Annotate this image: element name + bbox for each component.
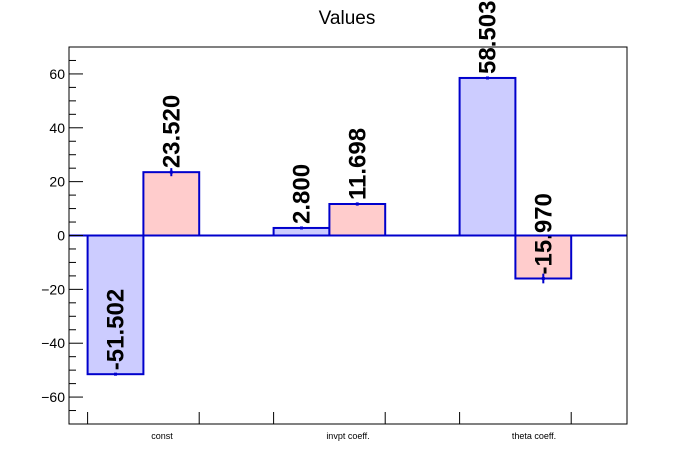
bar-label-s1-1: 2.800: [289, 164, 316, 224]
marker-s1-2: [486, 76, 489, 80]
y-tick-label: 20: [49, 174, 65, 190]
bar-label-s2-2: -15.970: [530, 193, 557, 274]
bar-label-s1-2: 58.503: [475, 1, 502, 74]
y-tick-label: 60: [49, 66, 65, 82]
chart-title: Values: [319, 8, 376, 29]
bar-label-s2-0: 23.520: [158, 95, 185, 168]
bar-s1-2: [458, 76, 517, 237]
x-category-label: invpt coeff.: [326, 431, 369, 441]
bar-s2-2: [514, 234, 573, 280]
x-category-label: theta coeff.: [512, 431, 556, 441]
axes-layer: −60 −40 −20 0 20 40 60 const invpt coeff. theta c…: [41, 46, 628, 441]
y-tick-label: 0: [57, 228, 65, 244]
bar-s2-1: [328, 202, 387, 237]
marker-s1-1: [300, 226, 303, 230]
marker-s1-0: [114, 372, 117, 376]
marker-s2-1: [355, 202, 359, 206]
y-tick-label: 40: [49, 120, 65, 136]
y-tick-label: −40: [41, 335, 65, 351]
marker-s2-0: [169, 170, 173, 174]
bar-label-s2-1: 11.698: [344, 128, 371, 200]
bar-label-s1-0: -51.502: [103, 289, 130, 370]
labels-layer: -51.502 2.800 58.503 23.520 11.698 -15.970: [103, 1, 558, 371]
marker-s2-2: [541, 277, 545, 281]
bar-s2-0: [142, 171, 201, 237]
bars-layer: [86, 76, 573, 376]
y-tick-label: −60: [41, 389, 65, 405]
y-tick-label: −20: [41, 281, 65, 297]
x-category-label: const: [151, 431, 173, 441]
bar-s1-0: [86, 234, 145, 376]
